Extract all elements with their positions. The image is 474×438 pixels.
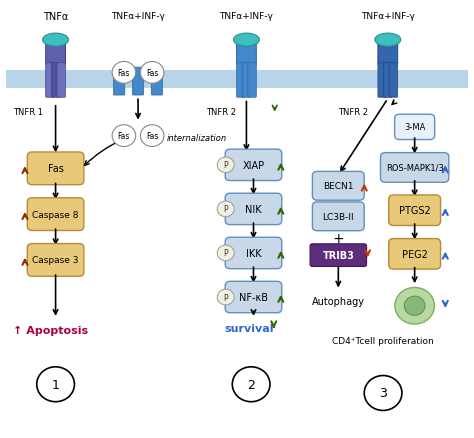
Text: 2: 2: [247, 378, 255, 391]
Circle shape: [112, 62, 136, 84]
Circle shape: [36, 367, 74, 402]
FancyBboxPatch shape: [57, 64, 65, 98]
FancyBboxPatch shape: [310, 244, 366, 267]
FancyBboxPatch shape: [237, 64, 245, 98]
Text: survival: survival: [224, 324, 273, 334]
FancyBboxPatch shape: [132, 68, 144, 96]
Text: +: +: [332, 232, 344, 246]
Text: Fas: Fas: [118, 132, 130, 141]
Text: NIK: NIK: [245, 205, 262, 215]
Text: LC3B-II: LC3B-II: [322, 212, 354, 221]
Text: Fas: Fas: [118, 69, 130, 78]
Circle shape: [217, 290, 234, 305]
Text: TRIB3: TRIB3: [322, 251, 354, 261]
Circle shape: [140, 62, 164, 84]
FancyBboxPatch shape: [248, 64, 256, 98]
Text: ↑ Apoptosis: ↑ Apoptosis: [13, 325, 89, 335]
Text: 3-MA: 3-MA: [404, 123, 425, 132]
FancyBboxPatch shape: [312, 202, 364, 231]
FancyBboxPatch shape: [27, 198, 84, 231]
FancyBboxPatch shape: [225, 150, 282, 181]
FancyBboxPatch shape: [6, 71, 468, 88]
FancyBboxPatch shape: [383, 64, 392, 98]
FancyBboxPatch shape: [27, 244, 84, 277]
FancyBboxPatch shape: [46, 44, 65, 66]
Text: CD4⁺Tcell proliferation: CD4⁺Tcell proliferation: [332, 336, 434, 345]
Ellipse shape: [375, 34, 401, 47]
Circle shape: [364, 376, 402, 410]
Text: 1: 1: [52, 378, 60, 391]
FancyBboxPatch shape: [381, 153, 449, 183]
Text: TNFα+INF-γ: TNFα+INF-γ: [361, 12, 415, 21]
FancyBboxPatch shape: [46, 64, 54, 98]
Ellipse shape: [234, 34, 259, 47]
FancyBboxPatch shape: [114, 68, 125, 96]
Text: P: P: [223, 205, 228, 214]
Text: XIAP: XIAP: [242, 160, 264, 170]
FancyBboxPatch shape: [151, 68, 163, 96]
Text: Fas: Fas: [48, 164, 64, 174]
Text: P: P: [223, 293, 228, 302]
Circle shape: [217, 246, 234, 261]
FancyBboxPatch shape: [27, 152, 84, 185]
FancyBboxPatch shape: [312, 172, 364, 201]
Text: TNFα: TNFα: [43, 12, 68, 22]
FancyBboxPatch shape: [389, 64, 398, 98]
Text: BECN1: BECN1: [323, 182, 354, 191]
Text: P: P: [223, 249, 228, 258]
Text: IKK: IKK: [246, 248, 261, 258]
Circle shape: [232, 367, 270, 402]
Text: Caspase 3: Caspase 3: [32, 256, 79, 265]
Text: 3: 3: [379, 387, 387, 399]
Circle shape: [395, 288, 435, 324]
Text: PEG2: PEG2: [401, 249, 428, 259]
FancyBboxPatch shape: [242, 64, 251, 98]
Text: Caspase 8: Caspase 8: [32, 210, 79, 219]
Ellipse shape: [43, 34, 69, 47]
Circle shape: [112, 125, 136, 147]
FancyBboxPatch shape: [378, 64, 386, 98]
FancyBboxPatch shape: [225, 282, 282, 313]
Text: P: P: [223, 161, 228, 170]
Text: Fas: Fas: [146, 132, 158, 141]
Text: internalization: internalization: [166, 134, 227, 143]
FancyBboxPatch shape: [225, 194, 282, 225]
Text: TNFR 2: TNFR 2: [206, 108, 237, 117]
Circle shape: [217, 201, 234, 217]
Text: TNFR 2: TNFR 2: [338, 108, 368, 117]
FancyBboxPatch shape: [389, 195, 440, 226]
Circle shape: [140, 125, 164, 147]
Text: Fas: Fas: [146, 69, 158, 78]
Text: TNFα+INF-γ: TNFα+INF-γ: [111, 12, 165, 21]
FancyBboxPatch shape: [51, 64, 60, 98]
FancyBboxPatch shape: [237, 44, 256, 66]
Text: PTGS2: PTGS2: [399, 206, 430, 216]
Circle shape: [217, 158, 234, 173]
Text: Autophagy: Autophagy: [312, 297, 365, 307]
FancyBboxPatch shape: [395, 115, 435, 140]
Text: TNFα+INF-γ: TNFα+INF-γ: [219, 12, 273, 21]
Text: ROS-MAPK1/3: ROS-MAPK1/3: [386, 163, 444, 173]
FancyBboxPatch shape: [225, 238, 282, 269]
FancyBboxPatch shape: [389, 239, 440, 269]
Text: TNFR 1: TNFR 1: [13, 108, 43, 117]
FancyBboxPatch shape: [378, 44, 398, 66]
Circle shape: [404, 297, 425, 316]
Text: NF-κB: NF-κB: [239, 292, 268, 302]
